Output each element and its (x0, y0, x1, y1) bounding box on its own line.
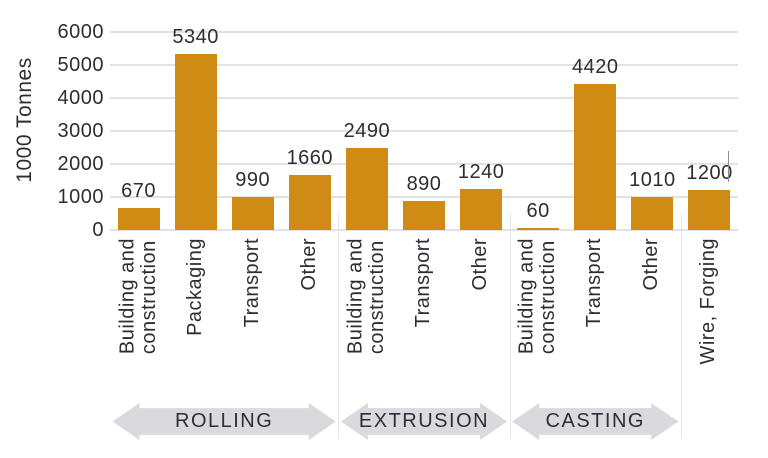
group-separator (338, 214, 340, 438)
gridline (110, 163, 738, 165)
bar (345, 147, 388, 230)
bar (288, 175, 331, 230)
bar-category-label: Building and construction (515, 238, 560, 355)
bar-category-label: Other (640, 238, 663, 291)
bar-value-label: 670 (121, 179, 156, 202)
y-axis-tick-label: 3000 (57, 120, 104, 142)
group-separator (509, 214, 511, 438)
group-separator (680, 214, 682, 438)
bar-value-label: 1010 (629, 168, 676, 191)
bar (174, 53, 217, 230)
bar (631, 196, 674, 230)
bar-category-label: Other (298, 238, 321, 291)
bar-category-label: Transport (412, 238, 435, 328)
x-axis-baseline (110, 229, 738, 231)
bar (574, 84, 617, 230)
gridline (110, 130, 738, 132)
bar-category-label: Transport (583, 238, 606, 328)
bar-category-label: Building and construction (115, 238, 160, 355)
gridline (110, 64, 738, 66)
bar (403, 200, 445, 230)
text-cursor-artifact (728, 151, 729, 182)
bar-category-label: Building and construction (344, 238, 388, 355)
bar-category-label: Transport (240, 238, 263, 328)
bar (517, 228, 560, 230)
y-axis-tick-label: 4000 (57, 87, 104, 109)
group-arrow-label: CASTING (545, 410, 645, 432)
y-axis-tick-label: 2000 (57, 153, 104, 175)
group-arrow-rolling: ROLLING (113, 403, 336, 440)
bar-value-label: 1660 (286, 147, 334, 170)
gridline (110, 196, 738, 198)
bar-category-label: Other (469, 238, 492, 291)
bar (117, 207, 160, 230)
bar-value-label: 1200 (686, 162, 733, 185)
bar-value-label: 5340 (172, 25, 219, 48)
gridline (110, 31, 738, 33)
bar (688, 190, 731, 230)
y-axis-tick-label: 6000 (57, 21, 104, 43)
y-axis-tick-label: 0 (92, 219, 104, 241)
group-arrow-casting: CASTING (512, 403, 678, 440)
group-arrow-label: EXTRUSION (358, 410, 490, 432)
y-axis-tick-label: 1000 (57, 186, 104, 208)
bar-value-label: 990 (235, 169, 271, 192)
y-axis-tick-label: 5000 (57, 54, 104, 76)
gridline (110, 97, 738, 99)
bar-value-label: 2490 (343, 119, 391, 142)
bar-value-label: 1240 (457, 161, 505, 184)
bar (231, 197, 274, 230)
group-arrow-extrusion: EXTRUSION (341, 403, 507, 440)
group-arrow-label: ROLLING (175, 410, 274, 432)
bar-value-label: 4420 (572, 56, 619, 79)
bar-category-label: Packaging (183, 238, 206, 336)
bar-value-label: 60 (526, 200, 550, 222)
bar-value-label: 890 (406, 172, 442, 195)
bar-category-label: Wire, Forging (697, 238, 720, 365)
bar (460, 189, 503, 230)
